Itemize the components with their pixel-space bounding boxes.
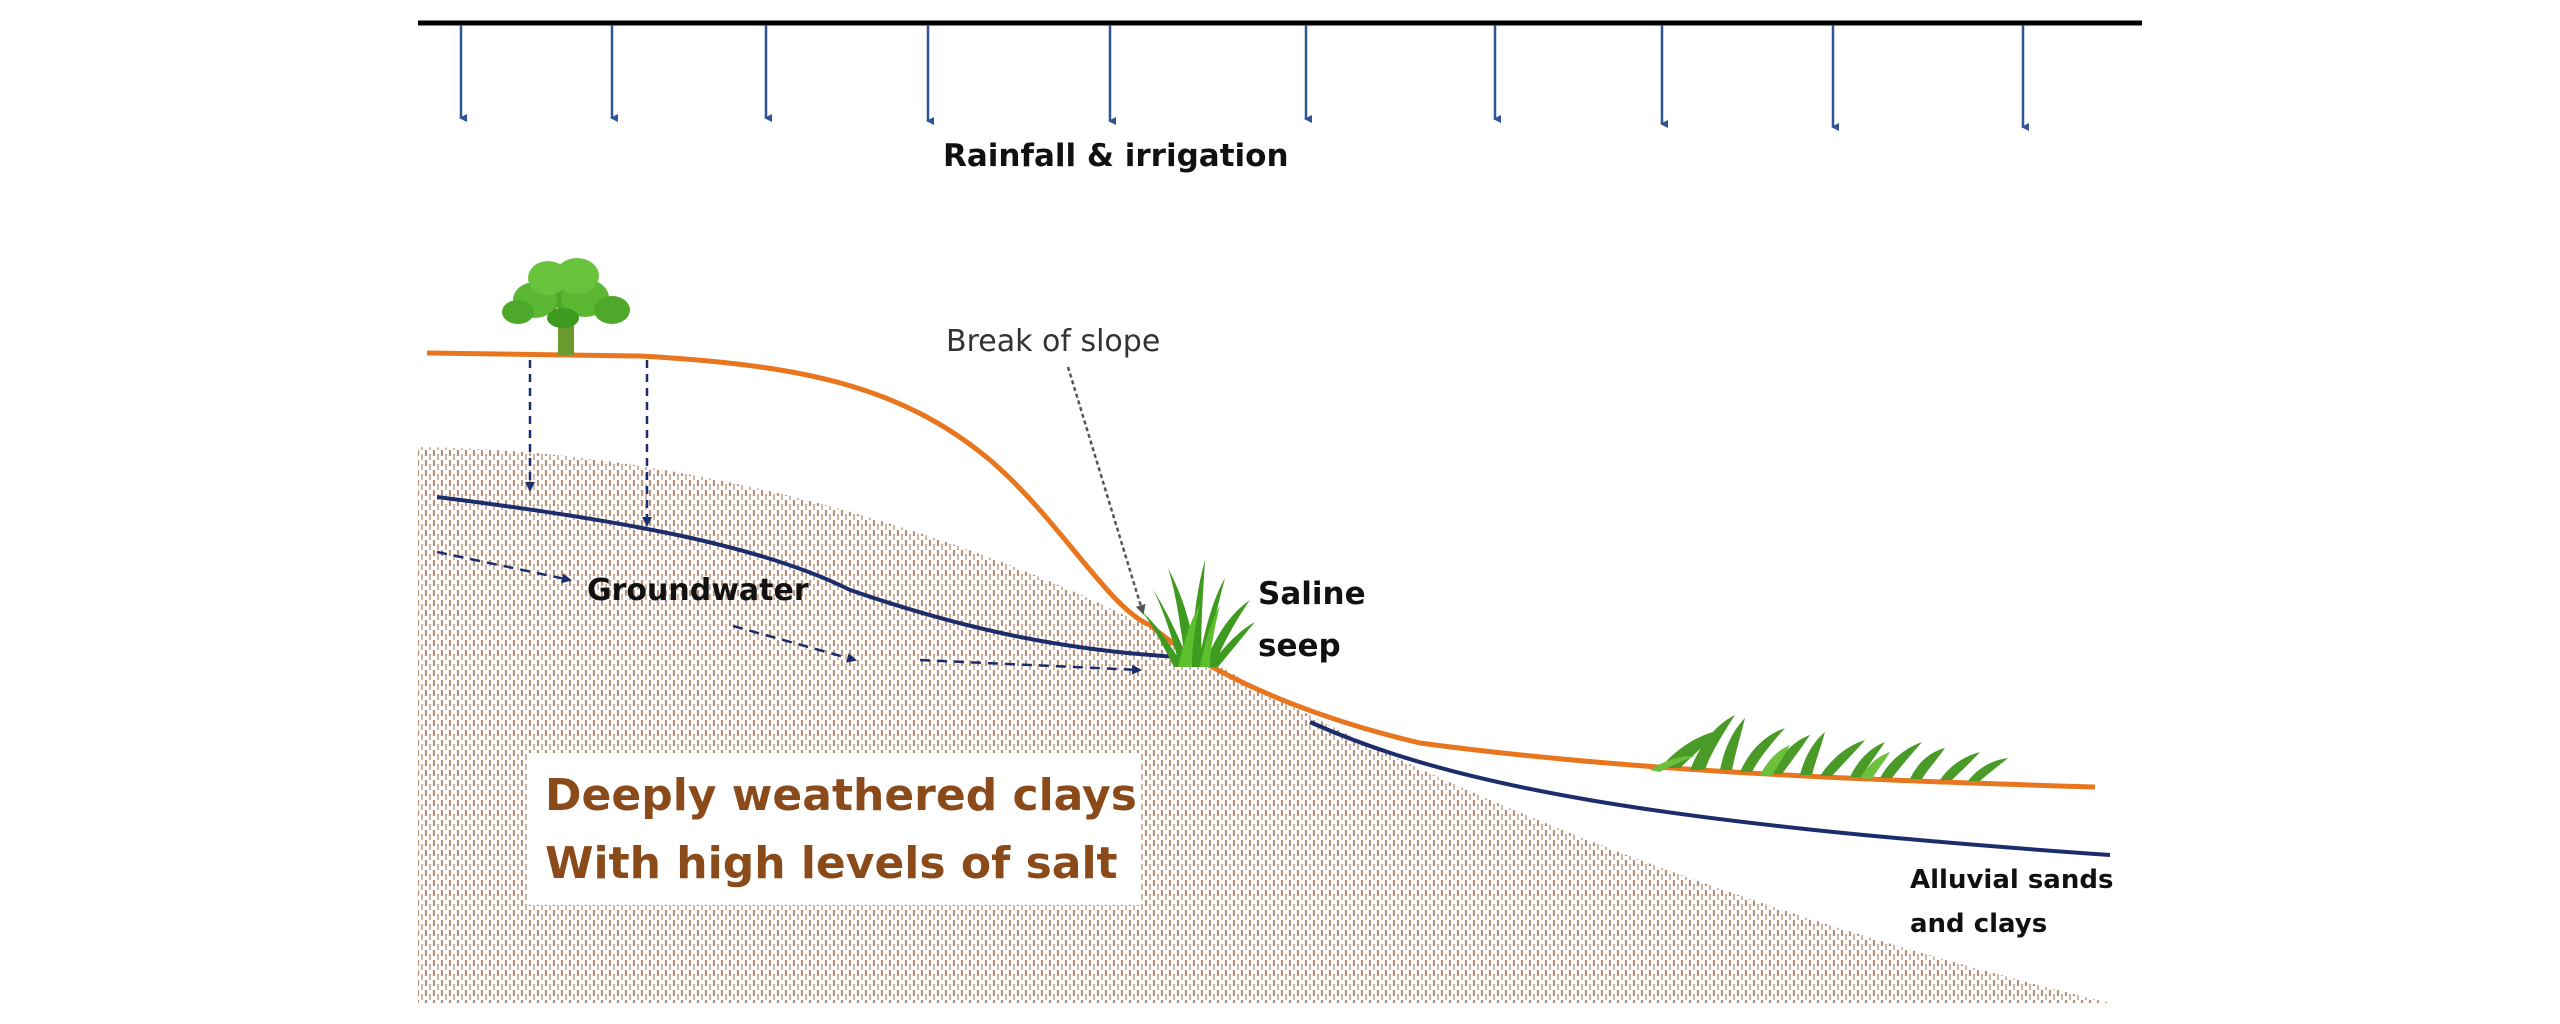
saline-seep-label-line1: Saline <box>1258 576 1366 612</box>
saline-seep-label-line2: seep <box>1258 628 1341 664</box>
grass-clump-icon <box>1650 715 2008 781</box>
alluvial-label-line1: Alluvial sands <box>1910 865 2113 895</box>
tree-icon <box>502 258 630 356</box>
flow-arrow <box>436 550 572 584</box>
groundwater-flow-arrows <box>436 550 1142 675</box>
break-of-slope-label: Break of slope <box>946 324 1160 359</box>
clays-label-line2: With high levels of salt <box>545 838 1118 889</box>
clays-label-background <box>528 753 1140 905</box>
rainfall-arrows <box>459 25 2029 131</box>
weathered-clay-layer <box>418 447 2110 1003</box>
break-of-slope-pointer <box>1066 366 1146 615</box>
alluvial-boundary-line <box>1309 720 2111 857</box>
flow-arrow <box>732 624 857 663</box>
rainfall-label: Rainfall & irrigation <box>943 138 1289 174</box>
clays-label-line1: Deeply weathered clays <box>545 770 1137 821</box>
flow-arrow <box>919 658 1142 675</box>
alluvial-label-line2: and clays <box>1910 909 2047 939</box>
groundwater-table-line <box>436 495 1179 659</box>
infiltration-arrows <box>525 360 652 527</box>
grass-tuft-icon <box>1140 560 1255 667</box>
groundwater-label: Groundwater <box>587 573 809 608</box>
